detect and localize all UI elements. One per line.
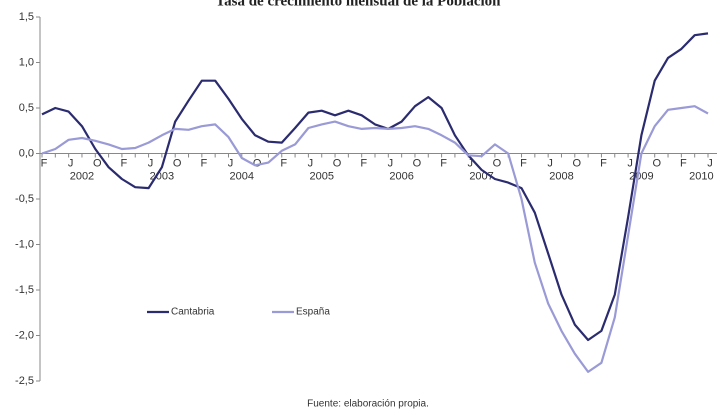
legend-label: España [296,307,330,318]
x-tick-label: O [253,157,262,169]
x-tick-label: J [228,157,234,169]
y-tick-label: -1,5 [15,284,34,296]
y-tick-label: 0,5 [19,102,34,114]
chart-title: Tasa de crecimiento mensual de la Poblac… [216,0,502,9]
x-tick-label: J [627,157,633,169]
y-tick-label: 1,0 [19,56,34,68]
x-tick-label: F [360,157,367,169]
x-tick-label: F [280,157,287,169]
y-tick-label: -1,0 [15,238,34,250]
x-tick-label: J [308,157,314,169]
x-tick-label: J [467,157,473,169]
x-tick-label: O [493,157,502,169]
x-tick-label: F [200,157,207,169]
year-label: 2005 [309,170,333,182]
y-tick-label: 1,5 [19,11,34,23]
legend-label: Cantabria [171,307,215,318]
x-tick-label: F [520,157,527,169]
x-tick-label: O [413,157,422,169]
x-tick-label: O [573,157,582,169]
year-label: 2010 [689,170,713,182]
x-tick-label: O [333,157,342,169]
y-tick-label: 0,0 [19,147,34,159]
x-tick-label: J [707,157,713,169]
x-tick-label: F [600,157,607,169]
y-tick-label: -0,5 [15,193,34,205]
year-label: 2003 [150,170,174,182]
x-tick-label: F [680,157,687,169]
x-tick-label: O [652,157,661,169]
year-label: 2008 [549,170,573,182]
x-tick-label: J [68,157,74,169]
year-label: 2006 [389,170,413,182]
year-label: 2009 [629,170,653,182]
y-tick-label: -2,0 [15,329,34,341]
year-label: 2004 [230,170,254,182]
x-tick-label: O [173,157,182,169]
x-tick-label: F [41,157,48,169]
source: Fuente: elaboración propia. [307,399,429,410]
x-tick-label: J [388,157,394,169]
series-line [41,32,709,342]
y-tick-label: -2,5 [15,375,34,387]
x-tick-label: F [121,157,128,169]
x-tick-label: O [93,157,102,169]
year-label: 2002 [70,170,94,182]
x-tick-label: F [440,157,447,169]
x-tick-label: J [148,157,154,169]
series-line [41,105,709,373]
x-tick-label: J [547,157,553,169]
